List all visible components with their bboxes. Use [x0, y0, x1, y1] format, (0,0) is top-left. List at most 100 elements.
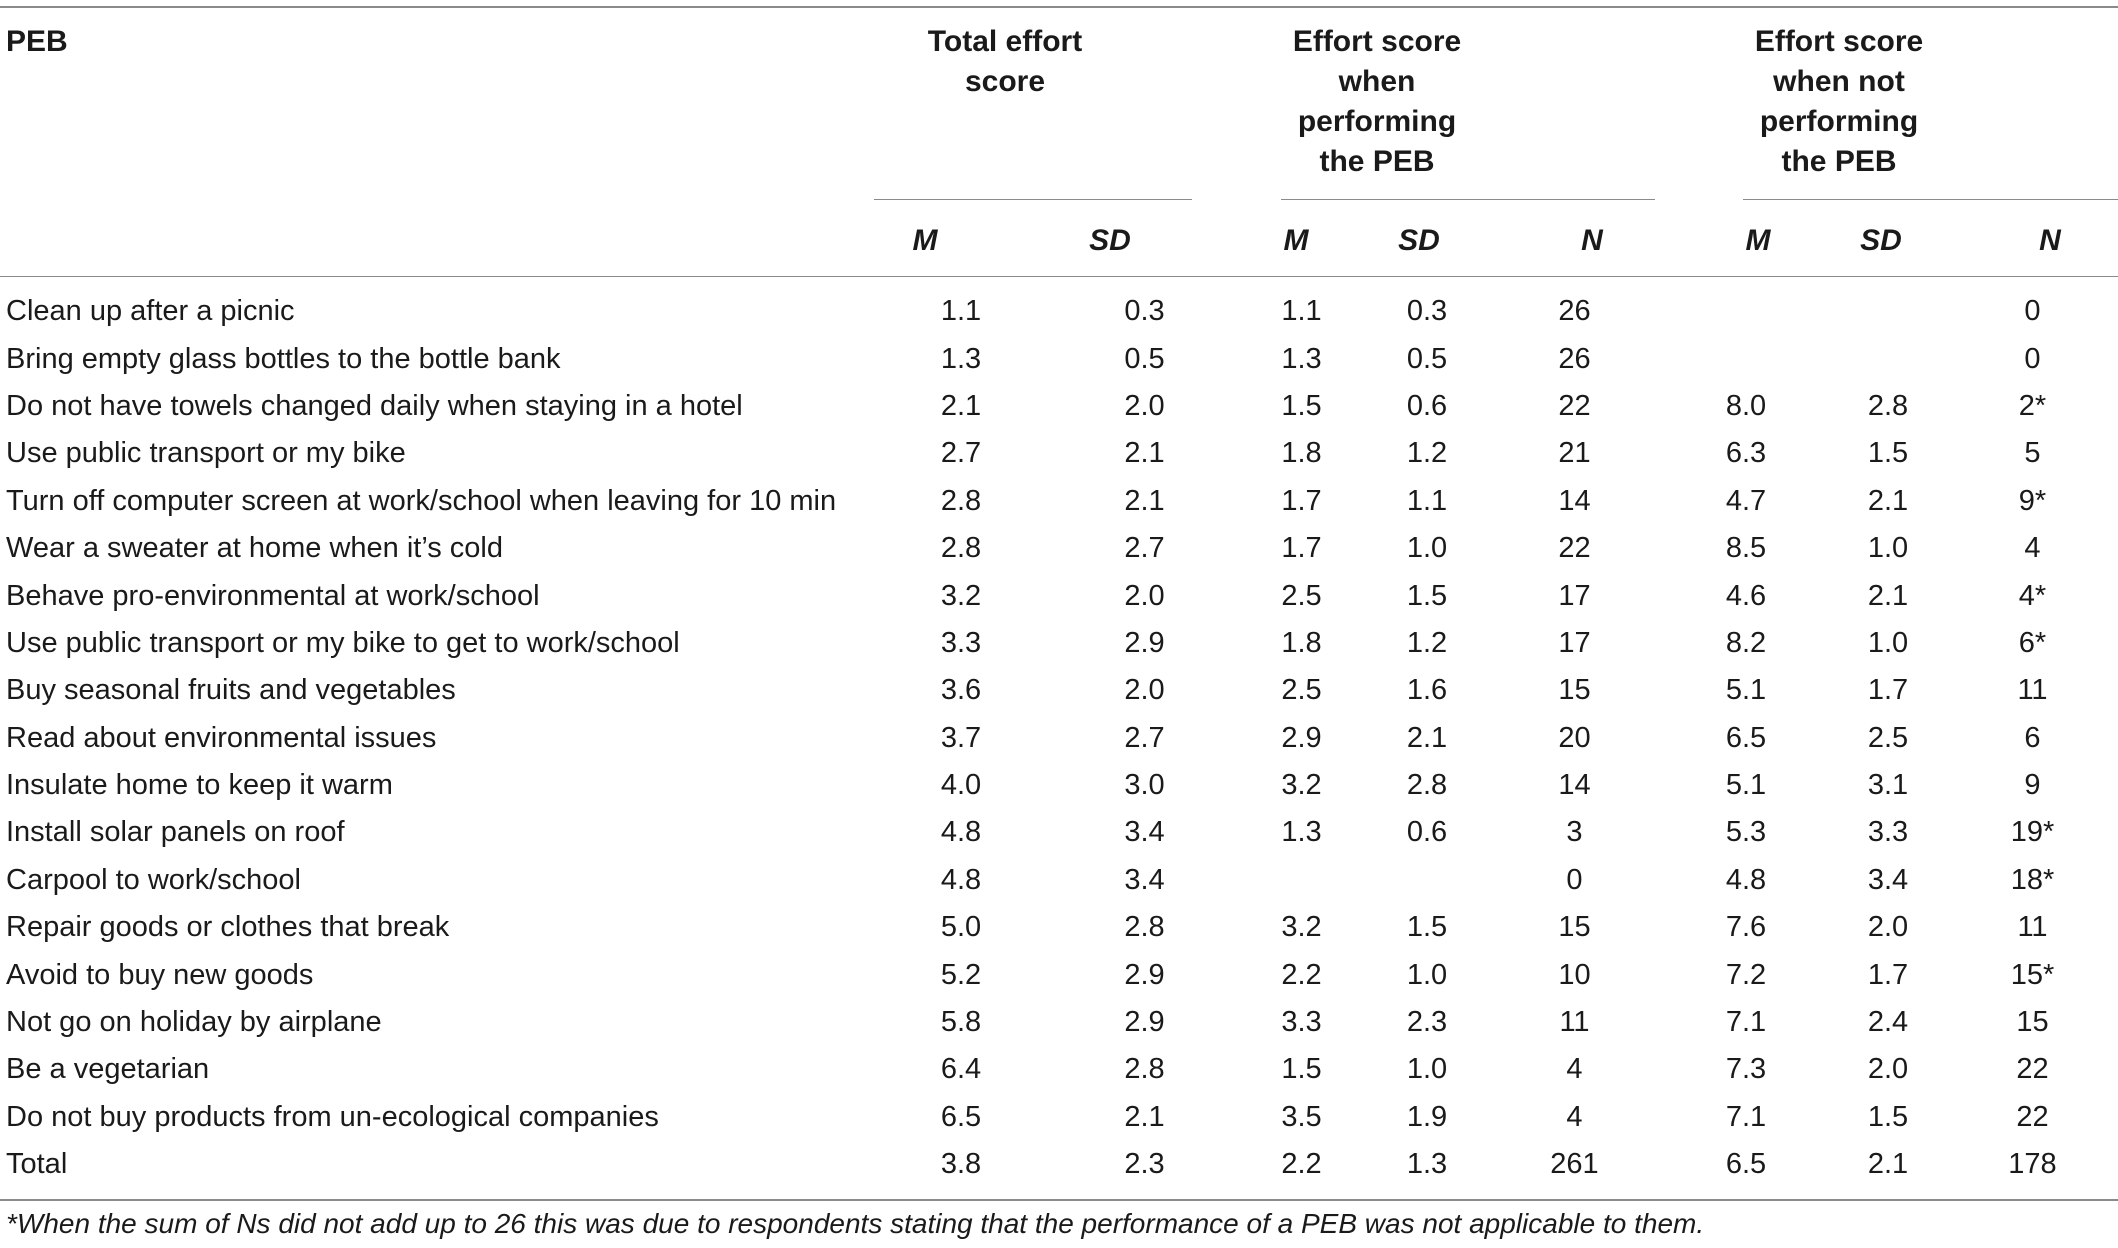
perf-n: 261	[1550, 1148, 1599, 1181]
table-row: Use public transport or my bike to get t…	[6, 620, 2118, 667]
notperf-sd	[1829, 288, 1947, 335]
perf-sd: 1.1	[1406, 484, 1448, 517]
perf-m: 2.2	[1281, 958, 1322, 991]
perf-m: 3.5	[1281, 1100, 1322, 1133]
perf-m: 1.3	[1281, 816, 1322, 849]
notperf-n: 18*	[2010, 863, 2055, 896]
table-row: Insulate home to keep it warm 4.0 3.0 3.2 2.…	[6, 762, 2118, 809]
total-sd: 2.8	[1124, 1053, 1165, 1086]
notperf-n: 6*	[2018, 626, 2047, 659]
notperf-n: 6	[2024, 721, 2041, 754]
peb-name: Install solar panels on roof	[6, 816, 345, 849]
top-rule	[0, 6, 2118, 8]
notperf-n: 11	[2017, 674, 2048, 707]
notperf-m: 7.1	[1725, 1100, 1767, 1133]
perf-n: 22	[1558, 389, 1591, 422]
perf-sd: 1.0	[1406, 958, 1448, 991]
total-sd: 2.8	[1124, 911, 1165, 944]
peb-name: Behave pro-environmental at work/school	[6, 579, 540, 612]
sub-header-notperf-m: M	[1745, 224, 1771, 257]
notperf-sd	[1829, 335, 1947, 382]
perf-n: 17	[1558, 579, 1591, 612]
notperf-sd: 1.7	[1867, 958, 1909, 991]
notperf-sd: 1.7	[1867, 674, 1909, 707]
group-rule-performing	[1281, 199, 1655, 200]
perf-sd: 2.1	[1406, 721, 1448, 754]
peb-name: Total	[6, 1148, 68, 1181]
total-sd: 2.7	[1124, 532, 1165, 565]
notperf-n: 178	[2008, 1148, 2057, 1181]
perf-m	[1235, 857, 1368, 904]
perf-n: 14	[1558, 484, 1591, 517]
peb-name: Wear a sweater at home when it’s cold	[6, 532, 504, 565]
perf-n: 0	[1566, 863, 1583, 896]
notperf-sd: 1.5	[1867, 437, 1909, 470]
peb-name: Not go on holiday by airplane	[6, 1006, 382, 1039]
perf-sd	[1368, 857, 1486, 904]
total-m: 3.2	[940, 579, 982, 612]
notperf-n: 4	[2024, 532, 2041, 565]
total-m: 4.8	[940, 863, 982, 896]
performing-header: Effort score when performing the PEB	[1292, 25, 1462, 178]
notperf-n: 11	[2017, 911, 2048, 944]
notperf-n: 2*	[2018, 389, 2047, 422]
notperf-m	[1663, 335, 1829, 382]
perf-sd: 1.6	[1406, 674, 1448, 707]
notperf-n: 22	[2016, 1100, 2049, 1133]
notperf-n: 0	[2024, 295, 2041, 328]
notperf-sd: 3.1	[1867, 769, 1909, 802]
group-rule-not-performing	[1743, 199, 2118, 200]
perf-n: 17	[1558, 626, 1591, 659]
header-bottom-rule	[0, 276, 2118, 277]
notperf-sd: 2.0	[1867, 1053, 1909, 1086]
notperf-m: 6.3	[1725, 437, 1767, 470]
notperf-m: 8.5	[1725, 532, 1767, 565]
total-sd: 2.0	[1124, 674, 1165, 707]
notperf-sd: 2.5	[1867, 721, 1909, 754]
notperf-m: 6.5	[1725, 721, 1767, 754]
notperf-m: 8.2	[1725, 626, 1767, 659]
perf-n: 20	[1558, 721, 1591, 754]
notperf-sd: 1.5	[1867, 1100, 1909, 1133]
perf-m: 1.5	[1281, 1053, 1322, 1086]
notperf-m	[1663, 288, 1829, 335]
peb-name: Do not buy products from un-ecological c…	[6, 1100, 659, 1133]
total-m: 2.7	[940, 437, 982, 470]
peb-name: Avoid to buy new goods	[6, 958, 314, 991]
notperf-sd: 2.1	[1867, 1148, 1909, 1181]
perf-sd: 1.5	[1406, 579, 1448, 612]
total-m: 4.8	[940, 816, 982, 849]
perf-m: 3.2	[1281, 911, 1322, 944]
perf-sd: 1.2	[1406, 626, 1448, 659]
effort-table: Clean up after a picnic 1.1 0.3 1.1 0.3 26 0 Br…	[6, 288, 2118, 1188]
perf-sd: 1.5	[1406, 911, 1448, 944]
table-row: Wear a sweater at home when it’s cold 2.8…	[6, 525, 2118, 572]
notperf-n: 9*	[2018, 484, 2047, 517]
notperf-m: 5.1	[1725, 769, 1767, 802]
sub-header-total-sd: SD	[1089, 224, 1131, 257]
perf-sd: 2.3	[1406, 1006, 1448, 1039]
peb-header: PEB	[6, 25, 68, 58]
perf-sd: 0.6	[1406, 389, 1448, 422]
notperf-n: 4*	[2018, 579, 2047, 612]
perf-sd: 1.2	[1406, 437, 1448, 470]
perf-m: 1.7	[1281, 532, 1322, 565]
total-sd: 2.3	[1124, 1148, 1165, 1181]
perf-sd: 1.9	[1406, 1100, 1448, 1133]
perf-n: 22	[1558, 532, 1591, 565]
perf-sd: 1.0	[1406, 532, 1448, 565]
notperf-sd: 2.0	[1867, 911, 1909, 944]
table-row: Bring empty glass bottles to the bottle …	[6, 335, 2118, 382]
peb-name: Use public transport or my bike to get t…	[6, 626, 680, 659]
total-m: 2.8	[940, 532, 982, 565]
total-m: 3.8	[940, 1148, 982, 1181]
notperf-n: 0	[2024, 342, 2041, 375]
peb-name: Read about environmental issues	[6, 721, 437, 754]
sub-header-perf-n: N	[1581, 224, 1603, 257]
table-row: Repair goods or clothes that break 5.0 2.8…	[6, 904, 2118, 951]
total-sd: 2.0	[1124, 579, 1165, 612]
notperf-m: 7.2	[1725, 958, 1767, 991]
perf-sd: 0.5	[1406, 342, 1448, 375]
perf-m: 1.3	[1281, 342, 1322, 375]
notperf-m: 4.7	[1725, 484, 1767, 517]
